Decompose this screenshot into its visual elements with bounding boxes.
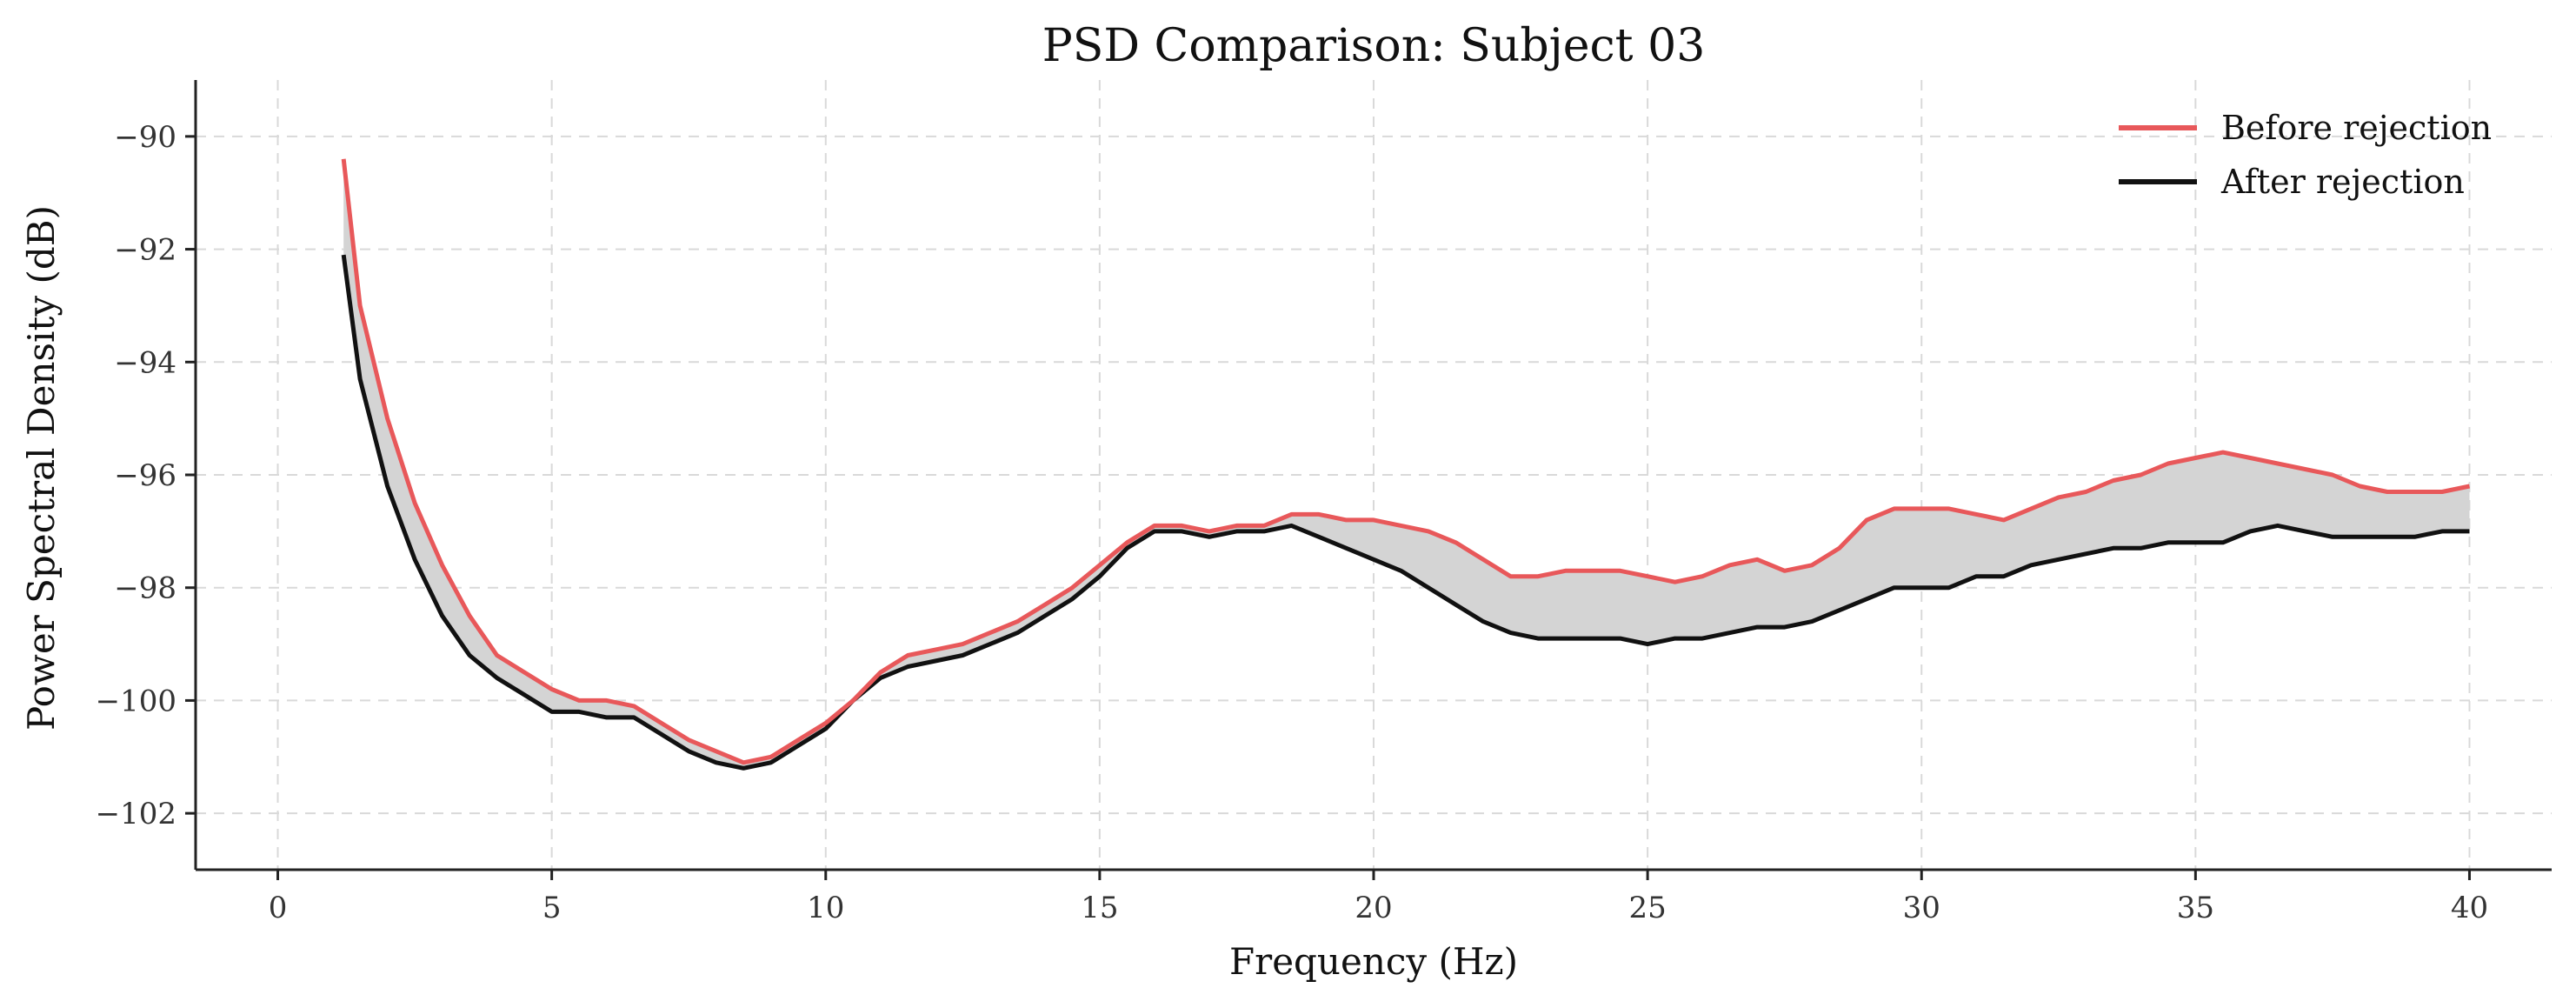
series-line-before-rejection — [341, 158, 2471, 765]
x-tick-label: 15 — [1081, 891, 1118, 925]
y-tick-label: −96 — [114, 458, 176, 493]
y-tick-label: −94 — [114, 345, 176, 380]
difference-fill-area — [343, 158, 2470, 769]
x-tick-label: 10 — [807, 891, 844, 925]
legend-label-before-rejection: Before rejection — [2221, 109, 2492, 147]
x-tick-label: 30 — [1903, 891, 1940, 925]
y-tick-label: −102 — [96, 797, 176, 831]
x-axis-ticks: 0 5 10 15 20 25 30 35 40 — [269, 870, 2488, 925]
x-tick-label: 35 — [2177, 891, 2214, 925]
y-tick-label: −100 — [96, 684, 176, 718]
x-tick-label: 5 — [542, 891, 562, 925]
legend-label-after-rejection: After rejection — [2220, 163, 2465, 201]
legend: Before rejection After rejection — [2119, 109, 2492, 201]
chart-title: PSD Comparison: Subject 03 — [1042, 20, 1706, 72]
series-line-after-rejection — [341, 254, 2470, 771]
y-axis-label: Power Spectral Density (dB) — [20, 205, 63, 731]
y-tick-label: −90 — [114, 120, 176, 155]
y-tick-label: −98 — [114, 571, 176, 606]
x-axis-label: Frequency (Hz) — [1229, 940, 1518, 983]
y-axis-ticks: −102 −100 −98 −96 −94 −92 −90 — [96, 120, 196, 831]
x-tick-label: 0 — [269, 891, 288, 925]
x-tick-label: 20 — [1355, 891, 1392, 925]
x-tick-label: 40 — [2451, 891, 2488, 925]
y-tick-label: −92 — [114, 233, 176, 268]
x-tick-label: 25 — [1628, 891, 1666, 925]
series-lines — [341, 158, 2471, 771]
